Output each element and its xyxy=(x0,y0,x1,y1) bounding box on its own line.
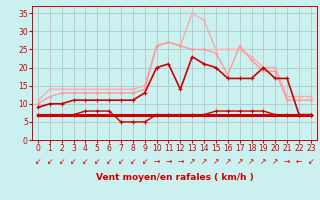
Text: ↙: ↙ xyxy=(106,157,112,166)
Text: →: → xyxy=(165,157,172,166)
Text: ↙: ↙ xyxy=(141,157,148,166)
X-axis label: Vent moyen/en rafales ( km/h ): Vent moyen/en rafales ( km/h ) xyxy=(96,173,253,182)
Text: ↙: ↙ xyxy=(94,157,100,166)
Text: ↙: ↙ xyxy=(82,157,89,166)
Text: ↙: ↙ xyxy=(35,157,41,166)
Text: ↙: ↙ xyxy=(47,157,53,166)
Text: →: → xyxy=(284,157,290,166)
Text: ↗: ↗ xyxy=(272,157,278,166)
Text: ↗: ↗ xyxy=(201,157,207,166)
Text: ↙: ↙ xyxy=(70,157,77,166)
Text: ↗: ↗ xyxy=(248,157,255,166)
Text: ↗: ↗ xyxy=(260,157,267,166)
Text: ↙: ↙ xyxy=(59,157,65,166)
Text: ↗: ↗ xyxy=(225,157,231,166)
Text: ↗: ↗ xyxy=(189,157,196,166)
Text: ↙: ↙ xyxy=(308,157,314,166)
Text: →: → xyxy=(177,157,184,166)
Text: →: → xyxy=(153,157,160,166)
Text: ↗: ↗ xyxy=(236,157,243,166)
Text: ↗: ↗ xyxy=(213,157,219,166)
Text: ↙: ↙ xyxy=(130,157,136,166)
Text: ↙: ↙ xyxy=(118,157,124,166)
Text: ←: ← xyxy=(296,157,302,166)
